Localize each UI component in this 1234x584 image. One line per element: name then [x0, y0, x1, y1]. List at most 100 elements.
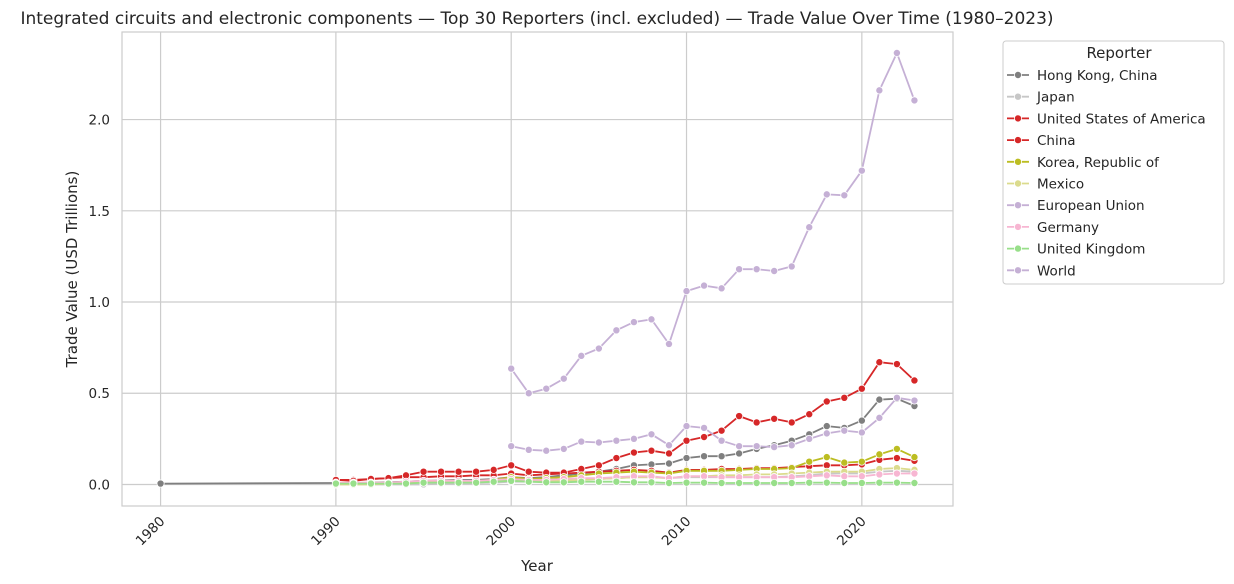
x-axis-ticks: 1980 1990 2000 2010 2020 — [133, 514, 870, 550]
series-line — [510, 52, 916, 395]
data-point — [805, 223, 814, 232]
series-line — [335, 361, 916, 482]
data-point — [594, 344, 603, 353]
data-point — [805, 434, 814, 443]
legend: Reporter Hong Kong, China Japan United Sta… — [1002, 40, 1225, 285]
data-point — [805, 410, 814, 419]
legend-label: United Kingdom — [1037, 242, 1145, 258]
legend-item: World — [1007, 263, 1076, 279]
data-point — [524, 445, 533, 454]
data-point — [770, 479, 779, 488]
data-point — [647, 315, 656, 324]
x-tick-label: 1980 — [133, 514, 169, 550]
data-point — [770, 414, 779, 423]
data-point — [629, 318, 638, 327]
data-point — [507, 442, 516, 451]
data-point — [752, 418, 761, 427]
data-point — [875, 470, 884, 479]
data-point — [629, 448, 638, 457]
data-point — [910, 96, 919, 105]
data-point — [735, 442, 744, 451]
data-point — [594, 461, 603, 470]
data-point — [910, 376, 919, 385]
data-point — [577, 351, 586, 360]
data-point — [700, 281, 709, 290]
data-point — [892, 469, 901, 478]
data-point — [700, 423, 709, 432]
series-european-union — [507, 393, 919, 455]
x-tick-label: 2010 — [659, 514, 695, 550]
series-world — [507, 48, 919, 398]
grid-lines — [122, 32, 953, 506]
legend-item: United States of America — [1007, 111, 1206, 127]
data-point — [857, 479, 866, 488]
data-point — [717, 284, 726, 293]
data-point — [892, 454, 901, 463]
data-point — [700, 478, 709, 487]
series-layer — [156, 48, 919, 489]
data-point — [910, 396, 919, 405]
x-tick-label: 2020 — [834, 514, 870, 550]
legend-label: Korea, Republic of — [1037, 155, 1160, 171]
data-point — [594, 477, 603, 486]
data-point — [437, 478, 446, 487]
data-point — [840, 472, 849, 481]
data-point — [787, 479, 796, 488]
data-point — [507, 461, 516, 470]
data-point — [472, 467, 481, 476]
y-tick-label: 2.0 — [89, 113, 110, 129]
data-point — [910, 453, 919, 462]
data-point — [682, 436, 691, 445]
data-point — [717, 426, 726, 435]
data-point — [717, 436, 726, 445]
data-point — [156, 479, 165, 488]
data-point — [752, 479, 761, 488]
data-point — [840, 426, 849, 435]
data-point — [787, 262, 796, 271]
data-point — [366, 479, 375, 488]
data-point — [647, 446, 656, 455]
data-point — [910, 469, 919, 478]
x-tick-label: 2000 — [483, 514, 519, 550]
data-point — [542, 446, 551, 455]
legend-item: Hong Kong, China — [1007, 68, 1158, 84]
legend-label: China — [1037, 133, 1076, 149]
data-point — [770, 443, 779, 452]
data-point — [735, 265, 744, 274]
data-point — [840, 479, 849, 488]
data-point — [577, 477, 586, 486]
data-point — [840, 393, 849, 402]
data-point — [822, 190, 831, 199]
data-point — [664, 479, 673, 488]
data-point — [384, 479, 393, 488]
data-point — [857, 457, 866, 466]
legend-swatch-marker — [1014, 222, 1023, 231]
y-tick-label: 0.5 — [89, 386, 110, 402]
data-point — [559, 478, 568, 487]
data-point — [524, 467, 533, 476]
data-point — [857, 428, 866, 437]
plot-area — [121, 31, 954, 507]
data-point — [612, 436, 621, 445]
data-point — [892, 478, 901, 487]
x-axis-label: Year — [520, 557, 554, 575]
legend-item: European Union — [1007, 198, 1145, 214]
legend-label: Germany — [1037, 220, 1099, 236]
data-point — [542, 478, 551, 487]
data-point — [700, 452, 709, 461]
data-point — [840, 458, 849, 467]
data-point — [489, 465, 498, 474]
data-point — [524, 477, 533, 486]
data-point — [805, 457, 814, 466]
data-point — [805, 478, 814, 487]
data-point — [612, 477, 621, 486]
data-point — [349, 479, 358, 488]
y-tick-label: 1.0 — [89, 295, 110, 311]
data-point — [507, 364, 516, 373]
data-point — [629, 478, 638, 487]
data-point — [857, 416, 866, 425]
data-point — [857, 384, 866, 393]
data-point — [524, 389, 533, 398]
x-tick-label: 1990 — [308, 514, 344, 550]
data-point — [735, 449, 744, 458]
